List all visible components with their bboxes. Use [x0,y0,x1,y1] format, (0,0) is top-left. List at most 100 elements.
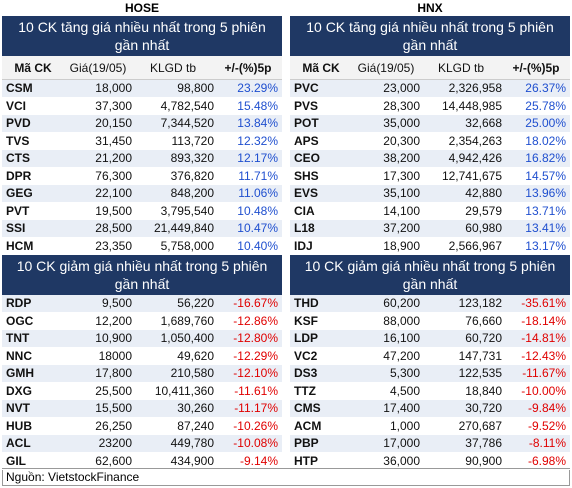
change-pct: -14.81% [521,331,566,345]
price: 21,200 [95,151,132,165]
change-pct: 13.17% [525,238,566,253]
stock-row: TNT 10,900 1,050,400 -12.80% [2,330,282,348]
symbol: THD [294,296,319,310]
price: 15,500 [95,401,132,415]
avg-volume: 30,720 [465,401,502,415]
symbol: GMH [6,366,34,380]
change-pct: 13.41% [525,221,566,235]
symbol: NVT [6,401,30,415]
stock-row: EVS 35,100 42,880 13.96% [290,185,570,203]
stock-row: CTS 21,200 893,320 12.17% [2,150,282,168]
stock-row: GMH 17,800 210,580 -12.10% [2,365,282,383]
price: 31,450 [95,133,132,148]
change-pct: -10.08% [233,436,278,450]
avg-volume: 60,720 [465,331,502,345]
stock-row: HUB 26,250 87,240 -10.26% [2,418,282,435]
stock-row: THD 60,200 123,182 -35.61% [290,295,570,313]
avg-volume: 14,448,985 [441,98,502,113]
stock-row: CMS 17,400 30,720 -9.84% [290,400,570,418]
price: 16,100 [383,331,420,345]
stock-row: PVD 20,150 7,344,520 13.84% [2,115,282,133]
avg-volume: 1,050,400 [160,331,214,345]
price: 19,500 [95,203,132,218]
avg-volume: 49,620 [177,348,214,363]
symbol: TTZ [294,383,316,398]
symbol: GIL [6,453,26,468]
change-pct: -9.84% [527,401,566,415]
column-header: KLGD tb [149,61,197,75]
change-pct: -35.61% [521,296,566,310]
avg-volume: 10,411,360 [154,383,214,398]
symbol: SHS [294,168,319,183]
column-header: Giá(19/05) [357,61,415,75]
change-pct: -12.43% [521,348,566,363]
stock-row: POT 35,000 32,668 25.00% [290,115,570,133]
price: 76,300 [95,168,132,183]
source-note: Nguồn: VietstockFinance [2,468,570,486]
symbol: EVS [294,186,319,200]
section-title: 10 CK giảm giá nhiều nhất trong 5 phiên … [290,255,570,295]
change-pct: 11.71% [238,168,278,183]
symbol: CSM [6,81,33,95]
stock-row: VC2 47,200 147,731 -12.43% [290,348,570,365]
change-pct: 18.02% [525,133,566,148]
section-title: 10 CK giảm giá nhiều nhất trong 5 phiên … [2,255,282,295]
symbol: DS3 [294,366,318,380]
price: 9,500 [101,296,132,310]
price: 10,900 [95,331,132,345]
stock-row: SHS 17,300 12,741,675 14.57% [290,168,570,185]
avg-volume: 18,840 [465,383,502,398]
price: 26,250 [95,418,132,433]
price: 88,000 [383,313,420,328]
stock-row: HTP 36,000 90,900 -6.98% [290,453,570,470]
avg-volume: 122,535 [458,366,502,380]
stock-row: HCM 23,350 5,758,000 10.40% [2,238,282,255]
stock-row: NVT 15,500 30,260 -11.17% [2,400,282,418]
change-pct: 13.84% [237,116,278,130]
price: 1,000 [389,418,420,433]
price: 23200 [98,436,132,450]
section-title: 10 CK tăng giá nhiều nhất trong 5 phiên … [2,16,282,56]
change-pct: 10.48% [237,203,278,218]
symbol: PVS [294,98,319,113]
change-pct: 25.00% [525,116,566,130]
avg-volume: 29,579 [465,203,502,218]
change-pct: 13.96% [525,186,566,200]
avg-volume: 76,660 [465,313,502,328]
avg-volume: 30,260 [177,401,214,415]
avg-volume: 2,326,958 [448,81,502,95]
stock-row: PVC 23,000 2,326,958 26.37% [290,80,570,98]
change-pct: 10.47% [237,221,278,235]
symbol: SSI [6,221,26,235]
stock-row: CEO 38,200 4,942,426 16.82% [290,150,570,168]
column-header: Giá(19/05) [69,61,127,75]
symbol: HUB [6,418,32,433]
stock-row: VCI 37,300 4,782,540 15.48% [2,98,282,115]
change-pct: 16.82% [525,151,566,165]
stock-row: NNC 18000 49,620 -12.29% [2,348,282,365]
price: 18,000 [95,81,132,95]
price: 5,300 [389,366,420,380]
avg-volume: 147,731 [458,348,502,363]
price: 4,500 [389,383,420,398]
avg-volume: 56,220 [177,296,214,310]
stock-row: OGC 12,200 1,689,760 -12.86% [2,313,282,330]
avg-volume: 60,980 [465,221,502,235]
avg-volume: 4,782,540 [160,98,214,113]
symbol: PVT [6,203,30,218]
avg-volume: 2,354,263 [448,133,502,148]
stock-row: TTZ 4,500 18,840 -10.00% [290,383,570,400]
avg-volume: 12,741,675 [441,168,502,183]
avg-volume: 2,566,967 [448,238,502,253]
price: 35,000 [383,116,420,130]
stock-row: PVT 19,500 3,795,540 10.48% [2,203,282,220]
change-pct: -8.11% [528,436,566,450]
stock-row: CIA 14,100 29,579 13.71% [290,203,570,220]
price: 22,100 [95,186,132,200]
change-pct: -12.29% [233,348,278,363]
symbol: VCI [6,98,27,113]
change-pct: 10.40% [237,238,278,253]
column-header: +/-(%)5p [512,61,560,75]
stock-row: ACL 23200 449,780 -10.08% [2,435,282,453]
symbol: L18 [294,221,315,235]
